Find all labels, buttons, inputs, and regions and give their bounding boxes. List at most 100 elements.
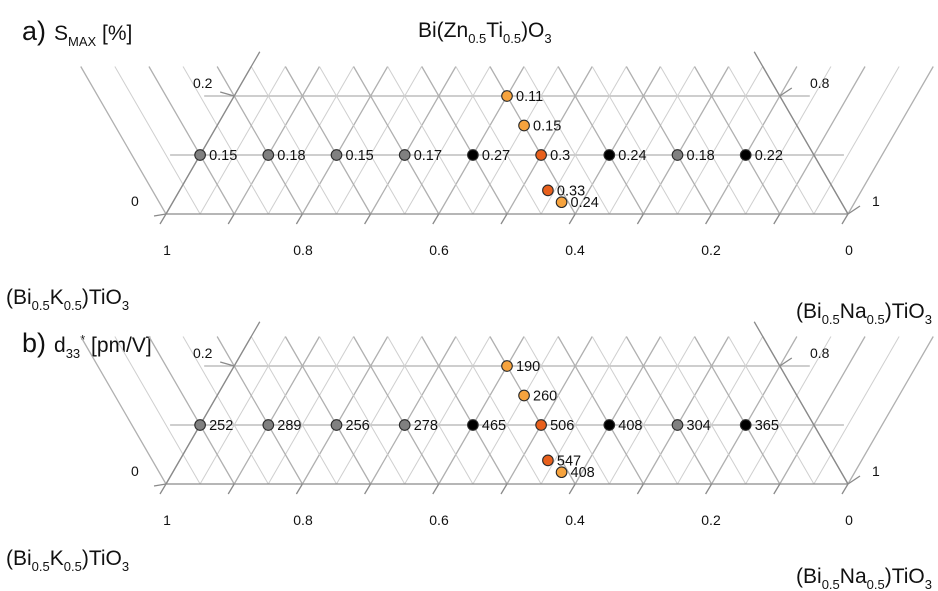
property-value-label: 0.27 <box>482 148 510 164</box>
bnt-end-member-label-b: (Bi0.5Na0.5)TiO3 <box>796 565 932 591</box>
property-value-label: 0.22 <box>755 148 783 164</box>
composition-marker <box>518 389 530 402</box>
iso-bnt-gridline <box>387 336 474 485</box>
composition-marker <box>603 149 616 161</box>
iso-bnt-gridline <box>455 66 542 215</box>
composition-marker <box>603 419 616 431</box>
composition-marker <box>398 419 411 431</box>
property-value-label: 0.24 <box>618 148 646 164</box>
panel-b-label: b) <box>22 328 46 358</box>
composition-marker <box>542 184 554 197</box>
iso-bnt-gridline <box>728 66 815 215</box>
iso-bnt-gridline <box>693 66 781 215</box>
iso-bkt-gridline <box>301 66 389 215</box>
property-value-label: 465 <box>482 418 506 434</box>
panel-a-quantity: SMAX [%] <box>54 22 132 49</box>
composition-marker <box>262 419 275 431</box>
iso-bkt-gridline <box>677 336 764 485</box>
right-tick <box>847 205 861 215</box>
iso-bnt-gridline <box>114 336 201 485</box>
base-tick <box>159 483 167 495</box>
iso-bnt-gridline <box>352 66 440 215</box>
iso-bkt-gridline <box>779 66 866 215</box>
base-tick <box>705 483 713 495</box>
property-value-label: 0.17 <box>414 148 442 164</box>
left-tick-label: 0.2 <box>193 75 213 91</box>
bottom-tick-label: 0 <box>845 242 853 258</box>
right-tick <box>779 87 793 97</box>
iso-bkt-gridline <box>336 66 423 215</box>
composition-marker <box>330 149 343 161</box>
composition-marker <box>555 196 568 209</box>
panel-a-points: 0.11 0.15 0.15 0.18 0.15 0.17 0.27 0.3 0.24 0.18 0… <box>194 89 783 211</box>
composition-marker <box>262 149 275 161</box>
iso-bnt-gridline <box>319 66 406 215</box>
bzt-end-member-title: Bi(Zn0.5Ti0.5)O3 <box>418 19 552 46</box>
property-value-label: 0.11 <box>516 89 543 105</box>
base-tick <box>636 213 644 225</box>
property-value-label: 190 <box>516 359 540 375</box>
iso-bnt-gridline <box>523 66 610 215</box>
composition-marker <box>739 419 752 431</box>
iso-bkt-gridline <box>233 336 321 485</box>
iso-bkt-gridline <box>779 336 866 485</box>
iso-bnt-gridline <box>182 66 269 215</box>
bkt-end-member-label-b: (Bi0.5K0.5)TiO3 <box>6 547 129 574</box>
iso-bnt-gridline <box>250 66 337 215</box>
base-tick <box>568 483 576 495</box>
iso-bkt-gridline <box>506 66 593 215</box>
bottom-tick-label: 0.4 <box>565 242 585 258</box>
iso-bkt-gridline <box>199 336 286 485</box>
property-value-label: 0.15 <box>209 148 237 164</box>
base-tick <box>432 483 440 495</box>
base-tick <box>773 213 781 225</box>
property-value-label: 408 <box>618 418 642 434</box>
property-value-label: 278 <box>414 418 438 434</box>
bottom-tick-label: 0 <box>845 512 853 528</box>
iso-bkt-gridline <box>267 336 354 485</box>
left-axis <box>165 51 261 215</box>
iso-bkt-gridline <box>404 336 491 485</box>
iso-bnt-gridline <box>284 66 372 215</box>
iso-bkt-gridline <box>847 336 934 485</box>
panel-a-ticks: 1 0.8 0.6 0.4 0.2 0 0.2 0 0.8 1 <box>131 75 880 258</box>
iso-bnt-gridline <box>660 336 747 485</box>
bkt-end-member-label-a: (Bi0.5K0.5)TiO3 <box>6 286 129 313</box>
bottom-tick-label: 0.8 <box>293 242 313 258</box>
base-tick <box>364 213 372 225</box>
base-tick <box>705 213 713 225</box>
bottom-tick-label: 0.8 <box>293 512 313 528</box>
iso-bnt-gridline <box>591 336 678 485</box>
property-value-label: 408 <box>571 465 595 481</box>
panel-b-grid <box>80 321 934 495</box>
iso-bkt-gridline <box>813 336 900 485</box>
iso-bnt-gridline <box>523 336 610 485</box>
iso-bkt-gridline <box>847 66 934 215</box>
left-tick-label: 0.2 <box>193 345 213 361</box>
iso-bkt-gridline <box>506 336 593 485</box>
base-tick <box>841 483 849 495</box>
left-axis <box>165 321 261 485</box>
right-tick-label: 0.8 <box>810 75 830 91</box>
iso-bnt-gridline <box>80 66 167 215</box>
panel-a-label: a) <box>22 16 46 46</box>
property-value-label: 0.15 <box>533 119 561 135</box>
property-value-label: 0.24 <box>571 195 599 211</box>
left-tick <box>153 213 167 217</box>
iso-bkt-gridline <box>608 66 695 215</box>
iso-bkt-gridline <box>370 66 457 215</box>
iso-bkt-gridline <box>745 66 832 215</box>
base-tick <box>227 483 235 495</box>
iso-bnt-gridline <box>284 336 372 485</box>
property-value-label: 0.18 <box>687 148 715 164</box>
iso-bnt-gridline <box>421 66 508 215</box>
base-tick <box>227 213 235 225</box>
iso-bnt-gridline <box>182 336 269 485</box>
iso-bnt-gridline <box>625 336 713 485</box>
iso-bkt-gridline <box>267 66 354 215</box>
property-value-label: 547 <box>557 453 581 469</box>
right-tick-label: 1 <box>872 193 880 209</box>
right-tick-label: 0.8 <box>810 345 830 361</box>
